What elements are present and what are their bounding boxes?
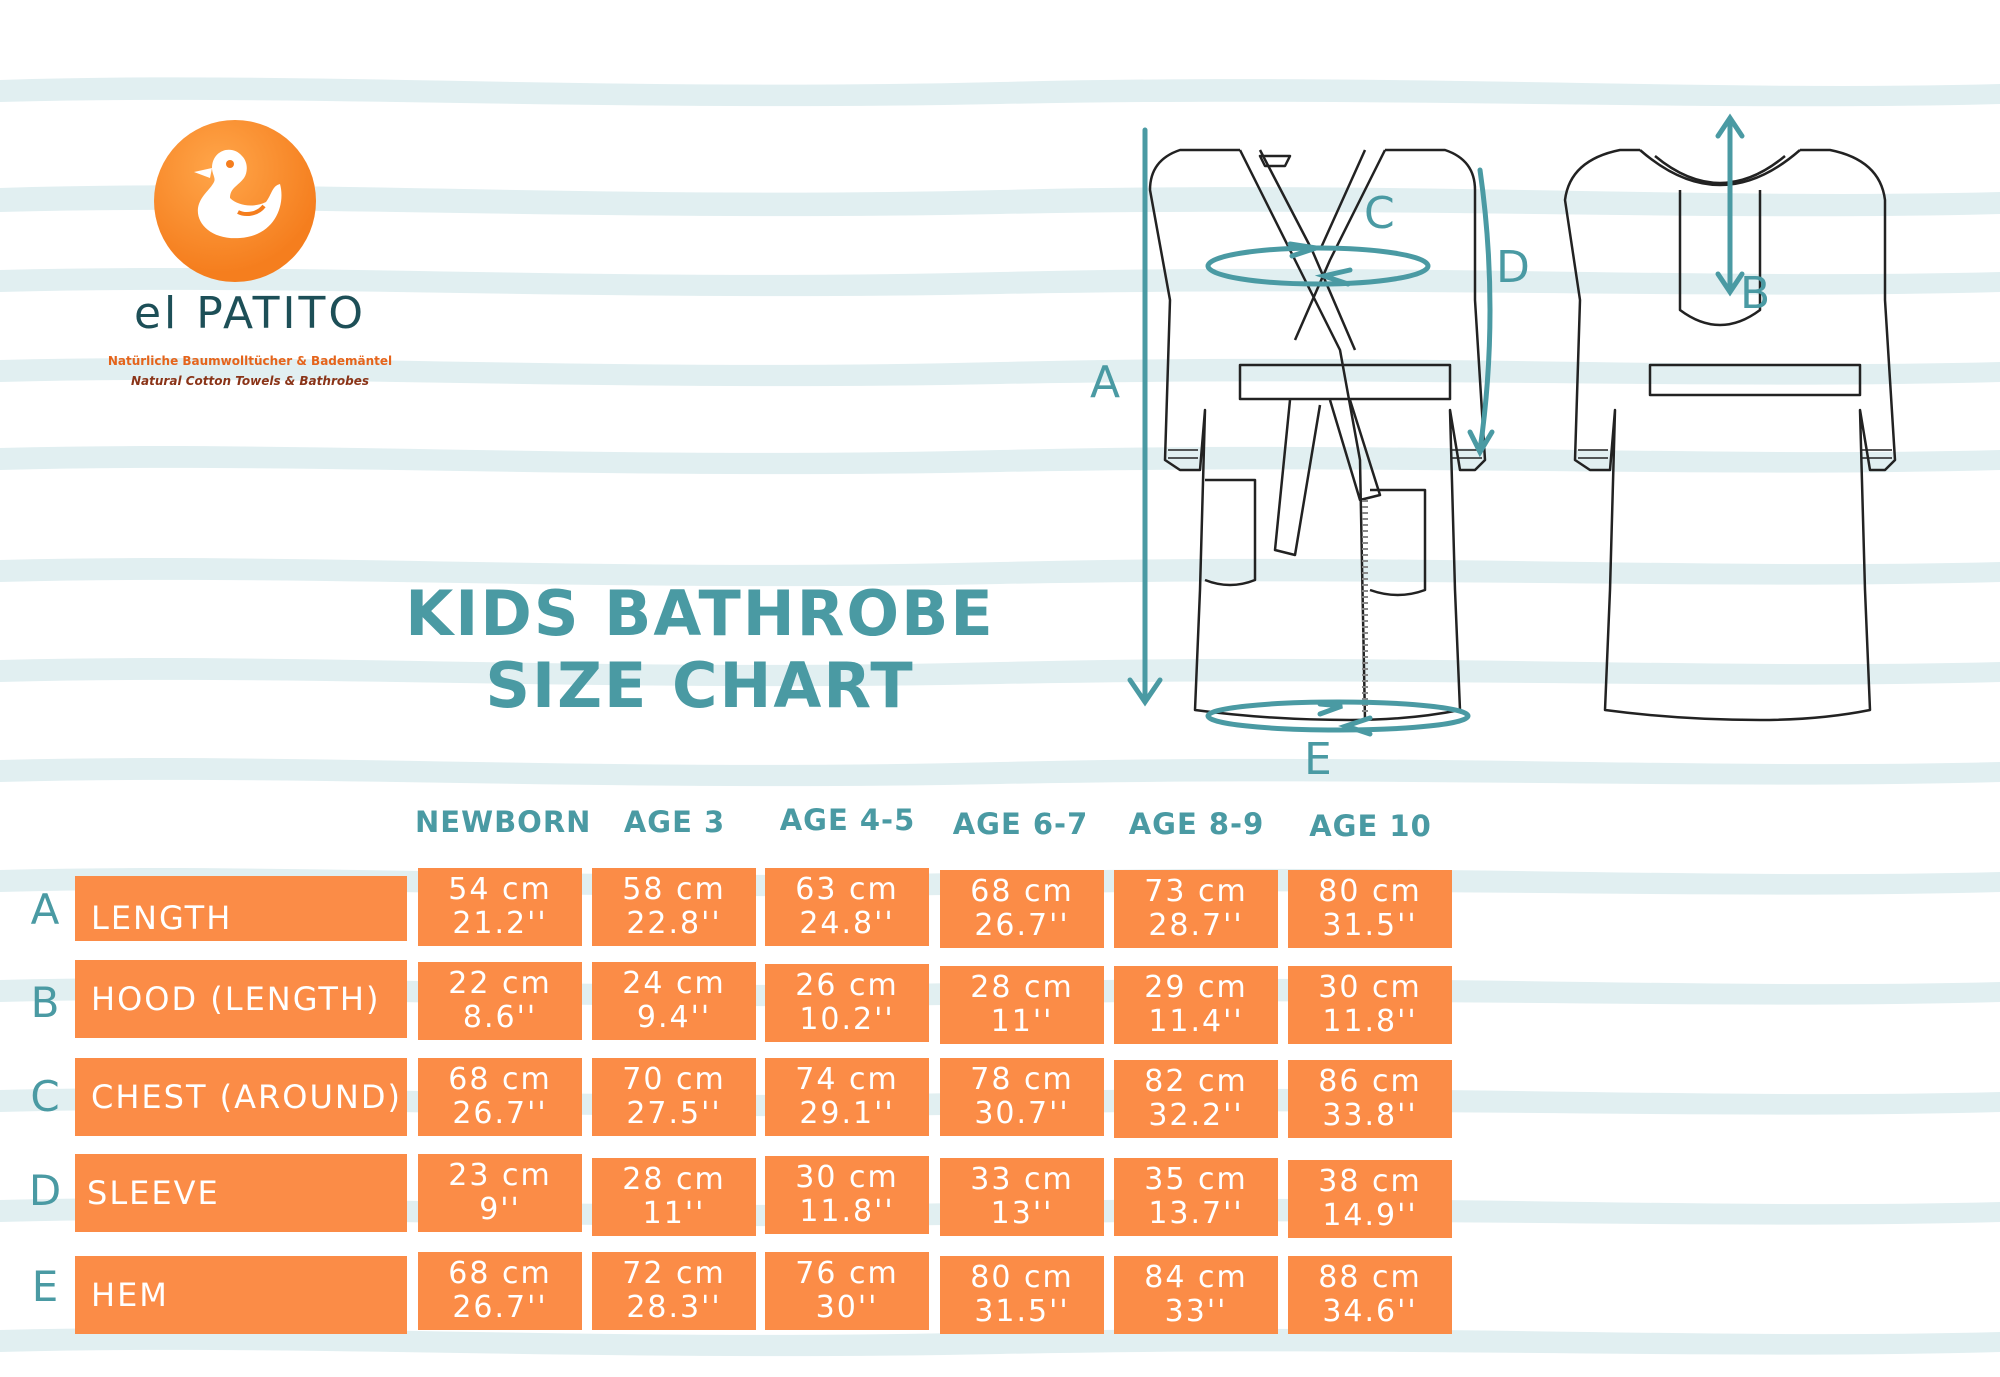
diagram-label-a: A	[1090, 357, 1120, 408]
column-header-age-4-5: AGE 4-5	[779, 803, 916, 837]
table-cell: 80 cm 31.5''	[1288, 870, 1452, 948]
row-label-sleeve: SLEEVE	[75, 1154, 407, 1232]
diagram-label-b: B	[1740, 268, 1770, 319]
table-cell: 88 cm 34.6''	[1288, 1256, 1452, 1334]
bathrobe-diagram: A B C D E	[1090, 113, 1897, 785]
brand-name: el PATITO	[133, 288, 367, 339]
table-cell: 72 cm 28.3''	[592, 1252, 756, 1330]
table-cell: 38 cm 14.9''	[1288, 1160, 1452, 1238]
diagram-label-d: D	[1496, 242, 1530, 293]
table-cell: 26 cm 10.2''	[765, 964, 929, 1042]
table-cell: 22 cm 8.6''	[418, 962, 582, 1040]
table-cell: 35 cm 13.7''	[1114, 1158, 1278, 1236]
table-cell: 80 cm 31.5''	[940, 1256, 1104, 1334]
brand-tagline-english: Natural Cotton Towels & Bathrobes	[131, 374, 369, 388]
row-letter-a: A	[30, 885, 60, 934]
table-cell: 28 cm 11''	[592, 1158, 756, 1236]
hem-arrow	[1205, 699, 1471, 733]
row-letter-e: E	[31, 1262, 59, 1311]
table-cell: 68 cm 26.7''	[418, 1058, 582, 1136]
table-cell: 33 cm 13''	[940, 1158, 1104, 1236]
table-cell: 68 cm 26.7''	[940, 870, 1104, 948]
duck-icon	[154, 120, 316, 282]
page-title: KIDS BATHROBE SIZE CHART	[360, 578, 1040, 722]
table-cell: 24 cm 9.4''	[592, 962, 756, 1040]
row-label-hood-length: HOOD (LENGTH)	[75, 960, 407, 1038]
diagram-label-e: E	[1304, 734, 1332, 785]
row-letter-b: B	[30, 978, 60, 1027]
table-cell: 73 cm 28.7''	[1114, 870, 1278, 948]
row-label-hem: HEM	[75, 1256, 407, 1334]
table-cell: 70 cm 27.5''	[592, 1058, 756, 1136]
table-cell: 76 cm 30''	[765, 1252, 929, 1330]
table-cell: 74 cm 29.1''	[765, 1058, 929, 1136]
table-cell: 86 cm 33.8''	[1288, 1060, 1452, 1138]
column-header-age-6-7: AGE 6-7	[952, 807, 1089, 841]
brand-tagline-german: Natürliche Baumwolltücher & Bademäntel	[107, 354, 393, 368]
table-cell: 23 cm 9''	[418, 1154, 582, 1232]
brand-logo: el PATITO Natürliche Baumwolltücher & Ba…	[100, 120, 400, 400]
front-robe-outline	[1148, 148, 1487, 722]
back-robe-outline	[1563, 148, 1897, 722]
diagram-label-c: C	[1364, 188, 1395, 239]
row-letter-c: C	[30, 1072, 60, 1121]
column-header-newborn: NEWBORN	[415, 805, 592, 839]
column-header-age-8-9: AGE 8-9	[1128, 807, 1265, 841]
sleeve-arrow	[1477, 167, 1493, 453]
table-cell: 29 cm 11.4''	[1114, 966, 1278, 1044]
table-cell: 54 cm 21.2''	[418, 868, 582, 946]
table-cell: 28 cm 11''	[940, 966, 1104, 1044]
table-cell: 78 cm 30.7''	[940, 1058, 1104, 1136]
column-header-age-10: AGE 10	[1309, 809, 1432, 843]
table-cell: 30 cm 11.8''	[1288, 966, 1452, 1044]
row-label-length: LENGTH	[75, 876, 407, 941]
table-cell: 84 cm 33''	[1114, 1256, 1278, 1334]
table-cell: 82 cm 32.2''	[1114, 1060, 1278, 1138]
title-line-2: SIZE CHART	[485, 649, 915, 722]
table-cell: 63 cm 24.8''	[765, 868, 929, 946]
column-header-age-3: AGE 3	[623, 805, 726, 839]
table-cell: 68 cm 26.7''	[418, 1252, 582, 1330]
table-cell: 30 cm 11.8''	[765, 1156, 929, 1234]
table-cell: 58 cm 22.8''	[592, 868, 756, 946]
row-letter-d: D	[28, 1166, 62, 1215]
row-label-chest-around: CHEST (AROUND)	[75, 1058, 407, 1136]
title-line-1: KIDS BATHROBE	[405, 577, 995, 650]
chest-arrow	[1205, 245, 1431, 287]
